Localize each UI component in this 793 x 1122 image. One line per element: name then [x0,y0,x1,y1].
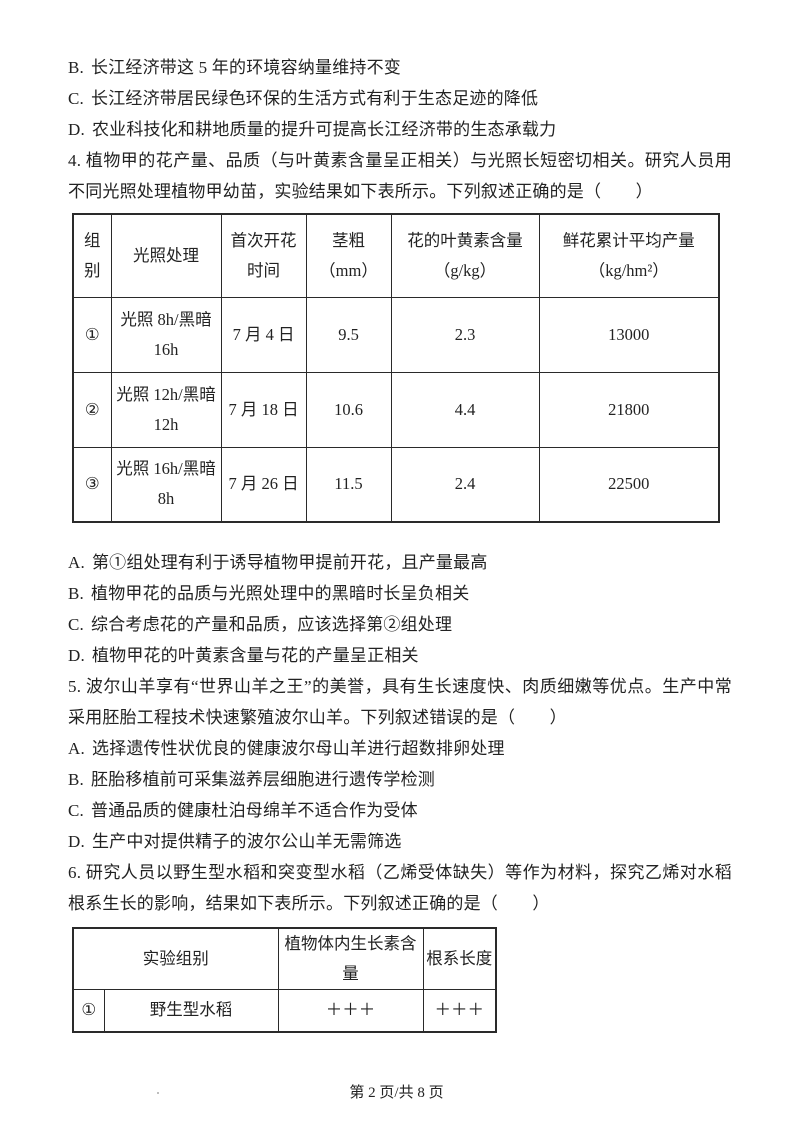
option-label: A. [68,739,85,758]
q4-th-group: 组 别 [72,213,112,298]
q4-th-yield: 鲜花累计平均产量 （kg/hm²） [538,213,720,298]
table-cell: ＋＋＋ [277,989,424,1032]
table-cell: 21800 [538,371,720,448]
table-cell: 10.6 [305,371,392,448]
table-cell: 4.4 [390,371,540,448]
q6-th-experiment-group: 实验组别 [72,927,279,990]
option-label: A. [68,553,85,572]
option-text: 胚胎移植前可采集滋养层细胞进行遗传学检测 [91,770,435,789]
q6-table: 实验组别 植物体内生长素含量 根系长度 ① 野生型水稻 ＋＋＋ ＋＋＋ [72,927,497,1033]
option-label: D. [68,832,85,851]
table-cell: 7 月 4 日 [220,296,307,373]
option-label: B. [68,58,84,77]
option-label: C. [68,89,84,108]
page-content: B. 长江经济带这 5 年的环境容纳量维持不变 C. 长江经济带居民绿色环保的生活方… [68,52,732,1033]
table-cell: 13000 [538,296,720,373]
q4-table-row-2: ② 光照 12h/黑暗 12h 7 月 18 日 10.6 4.4 21800 [72,371,720,448]
q4-th-lutein: 花的叶黄素含量 （g/kg） [390,213,540,298]
ink-speck [157,1092,159,1094]
footer-page-indicator: 第 2 页/共 8 页 [349,1085,444,1101]
table-cell: ① [72,296,112,373]
option-text: 长江经济带这 5 年的环境容纳量维持不变 [91,58,401,77]
q6-table-header-row: 实验组别 植物体内生长素含量 根系长度 [72,927,497,990]
option-text: 生产中对提供精子的波尔公山羊无需筛选 [91,832,402,851]
table-cell: 野生型水稻 [103,989,279,1032]
q5-option-a: A. 选择遗传性状优良的健康波尔母山羊进行超数排卵处理 [68,733,732,764]
q5-option-c: C. 普通品质的健康杜泊母绵羊不适合作为受体 [68,795,732,826]
q4-table: 组 别 光照处理 首次开花 时间 茎粗 （mm） 花的叶黄素含量 （g/kg） … [72,213,720,523]
q4-table-row-3: ③ 光照 16h/黑暗 8h 7 月 26 日 11.5 2.4 22500 [72,446,720,523]
q4-option-a: A. 第①组处理有利于诱导植物甲提前开花，且产量最高 [68,547,732,578]
option-text: 长江经济带居民绿色环保的生活方式有利于生态足迹的降低 [91,89,539,108]
q4-th-light-treatment: 光照处理 [110,213,222,298]
table-cell: ＋＋＋ [422,989,497,1032]
q6-th-root-length: 根系长度 [422,927,497,990]
option-text: 植物甲花的叶黄素含量与花的产量呈正相关 [91,646,419,665]
q3-option-d: D. 农业科技化和耕地质量的提升可提高长江经济带的生态承载力 [68,114,732,145]
q5-option-b: B. 胚胎移植前可采集滋养层细胞进行遗传学检测 [68,764,732,795]
table-cell: ① [72,989,105,1032]
q4-option-b: B. 植物甲花的品质与光照处理中的黑暗时长呈负相关 [68,578,732,609]
q5-option-d: D. 生产中对提供精子的波尔公山羊无需筛选 [68,826,732,857]
table-cell: 2.3 [390,296,540,373]
question-6-stem: 6. 研究人员以野生型水稻和突变型水稻（乙烯受体缺失）等作为材料，探究乙烯对水稻… [68,863,732,913]
table-cell: ② [72,371,112,448]
table-cell: 11.5 [305,446,392,523]
q3-option-b: B. 长江经济带这 5 年的环境容纳量维持不变 [68,52,732,83]
option-text: 第①组处理有利于诱导植物甲提前开花，且产量最高 [91,553,488,572]
option-label: D. [68,120,85,139]
option-label: C. [68,801,84,820]
q4-table-header-row: 组 别 光照处理 首次开花 时间 茎粗 （mm） 花的叶黄素含量 （g/kg） … [72,213,720,298]
option-text: 普通品质的健康杜泊母绵羊不适合作为受体 [91,801,418,820]
q4-th-first-bloom: 首次开花 时间 [220,213,307,298]
table-cell: 光照 8h/黑暗 16h [110,296,222,373]
table-cell: ③ [72,446,112,523]
q4-table-row-1: ① 光照 8h/黑暗 16h 7 月 4 日 9.5 2.3 13000 [72,296,720,373]
question-4-stem: 4. 植物甲的花产量、品质（与叶黄素含量呈正相关）与光照长短密切相关。研究人员用… [68,151,732,201]
option-label: B. [68,584,84,603]
option-text: 农业科技化和耕地质量的提升可提高长江经济带的生态承载力 [91,120,557,139]
option-label: D. [68,646,85,665]
table-cell: 光照 12h/黑暗 12h [110,371,222,448]
q6-th-auxin-content: 植物体内生长素含量 [277,927,424,990]
table-cell: 9.5 [305,296,392,373]
option-text: 植物甲花的品质与光照处理中的黑暗时长呈负相关 [91,584,470,603]
q4-option-d: D. 植物甲花的叶黄素含量与花的产量呈正相关 [68,640,732,671]
option-text: 综合考虑花的产量和品质，应该选择第②组处理 [91,615,453,634]
q3-option-c: C. 长江经济带居民绿色环保的生活方式有利于生态足迹的降低 [68,83,732,114]
q6-table-row-1: ① 野生型水稻 ＋＋＋ ＋＋＋ [72,989,497,1032]
question-5-stem: 5. 波尔山羊享有“世界山羊之王”的美誉，具有生长速度快、肉质细嫩等优点。生产中… [68,677,732,727]
table-cell: 22500 [538,446,720,523]
table-cell: 光照 16h/黑暗 8h [110,446,222,523]
option-text: 选择遗传性状优良的健康波尔母山羊进行超数排卵处理 [91,739,505,758]
q4-th-stem-diameter: 茎粗 （mm） [305,213,392,298]
option-label: B. [68,770,84,789]
table-cell: 7 月 18 日 [220,371,307,448]
q4-option-c: C. 综合考虑花的产量和品质，应该选择第②组处理 [68,609,732,640]
table-cell: 2.4 [390,446,540,523]
table-cell: 7 月 26 日 [220,446,307,523]
option-label: C. [68,615,84,634]
